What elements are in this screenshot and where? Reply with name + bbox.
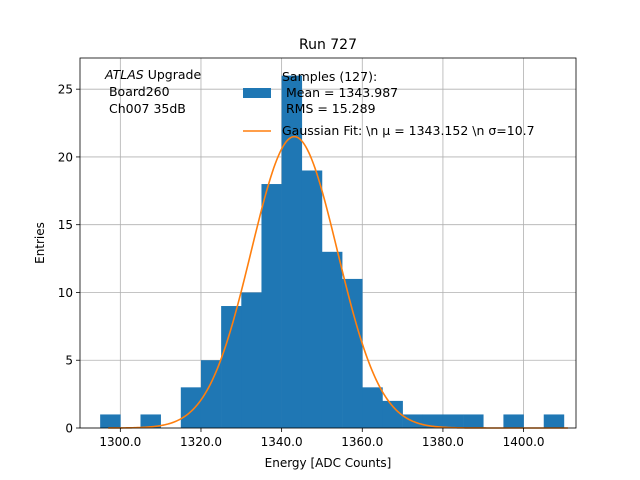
legend-bar-swatch: [243, 88, 271, 98]
histogram-bar-11: [321, 251, 343, 428]
histogram-bar-17: [442, 414, 464, 428]
chart-title: Run 727: [299, 37, 357, 53]
y-tick-label-4: 20: [58, 150, 73, 164]
histogram-bar-2: [140, 414, 161, 428]
x-axis-label: Energy [ADC Counts]: [265, 456, 392, 470]
histogram-bar-7: [241, 292, 262, 428]
annotation-line-3: Ch007 35dB: [105, 101, 186, 116]
x-tick-label-1: 1320.0: [180, 435, 222, 449]
legend: Samples (127): Mean = 1343.987 RMS = 15.…: [243, 69, 535, 138]
y-tick-label-0: 0: [65, 422, 73, 436]
histogram-bar-10: [301, 170, 323, 428]
histogram-bar-4: [180, 387, 202, 428]
annotation-italic: ATLAS: [104, 67, 144, 82]
histogram-bar-13: [362, 387, 383, 428]
histogram-bar-14: [382, 400, 403, 428]
x-tick-label-0: 1300.0: [99, 435, 141, 449]
histogram-bar-6: [221, 306, 242, 428]
y-tick-label-5: 25: [58, 83, 73, 97]
x-tick-label-5: 1400.0: [503, 435, 545, 449]
histogram-bars: [100, 75, 565, 428]
histogram-bar-16: [422, 414, 444, 428]
x-axis-ticks: 1300.0 1320.0 1340.0 1360.0 1380.0 1400.0: [99, 428, 545, 449]
legend-samples-line-1: Samples (127):: [282, 69, 377, 84]
y-axis-label: Entries: [33, 222, 47, 264]
legend-fit-label: Gaussian Fit: \n μ = 1343.152 \n σ=10.7: [282, 123, 535, 138]
histogram-bar-12: [342, 278, 363, 428]
histogram-bar-8: [261, 184, 282, 428]
y-tick-label-2: 10: [58, 286, 73, 300]
plot-frame: [79, 57, 577, 429]
annotation-line-1: ATLAS Upgrade: [104, 67, 201, 82]
histogram-bar-20: [503, 414, 524, 428]
histogram-bar-9: [281, 75, 303, 428]
histogram-bar-18: [463, 414, 484, 428]
y-tick-label-3: 15: [58, 218, 73, 232]
histogram-bar-5: [200, 360, 222, 428]
info-annotation: ATLAS Upgrade Board260 Ch007 35dB: [104, 67, 201, 116]
x-tick-label-3: 1360.0: [341, 435, 383, 449]
y-tick-label-1: 5: [65, 354, 73, 368]
x-tick-label-2: 1340.0: [261, 435, 303, 449]
annotation-line-2: Board260: [105, 84, 170, 99]
histogram-bar-0: [100, 414, 121, 428]
legend-samples-line-3: RMS = 15.289: [282, 101, 376, 116]
histogram-bar-22: [543, 414, 565, 428]
y-axis-ticks: 0 5 10 15 20 25: [58, 83, 80, 436]
x-tick-label-4: 1380.0: [422, 435, 464, 449]
legend-samples-line-2: Mean = 1343.987: [282, 85, 398, 100]
annotation-suffix: Upgrade: [144, 67, 202, 82]
